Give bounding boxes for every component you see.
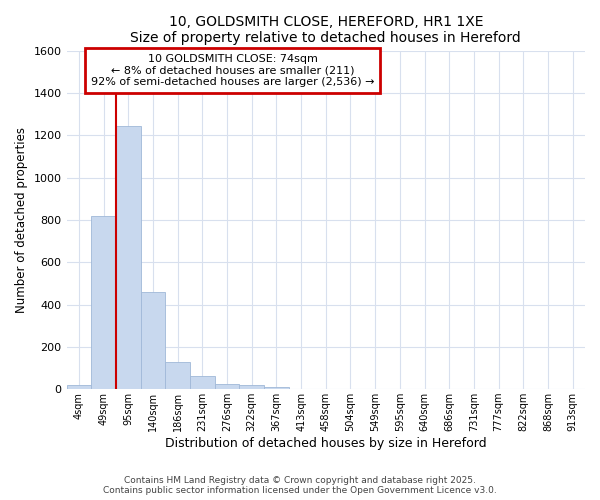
- Title: 10, GOLDSMITH CLOSE, HEREFORD, HR1 1XE
Size of property relative to detached hou: 10, GOLDSMITH CLOSE, HEREFORD, HR1 1XE S…: [130, 15, 521, 45]
- X-axis label: Distribution of detached houses by size in Hereford: Distribution of detached houses by size …: [165, 437, 487, 450]
- Bar: [239, 385, 264, 389]
- Bar: [67, 385, 91, 389]
- Bar: [215, 384, 239, 389]
- Bar: [140, 292, 165, 389]
- Y-axis label: Number of detached properties: Number of detached properties: [15, 127, 28, 313]
- Bar: [165, 362, 190, 389]
- Bar: [116, 126, 140, 389]
- Bar: [190, 376, 215, 389]
- Bar: [91, 216, 116, 389]
- Bar: [264, 386, 289, 389]
- Text: 10 GOLDSMITH CLOSE: 74sqm
← 8% of detached houses are smaller (211)
92% of semi-: 10 GOLDSMITH CLOSE: 74sqm ← 8% of detach…: [91, 54, 374, 87]
- Text: Contains HM Land Registry data © Crown copyright and database right 2025.
Contai: Contains HM Land Registry data © Crown c…: [103, 476, 497, 495]
